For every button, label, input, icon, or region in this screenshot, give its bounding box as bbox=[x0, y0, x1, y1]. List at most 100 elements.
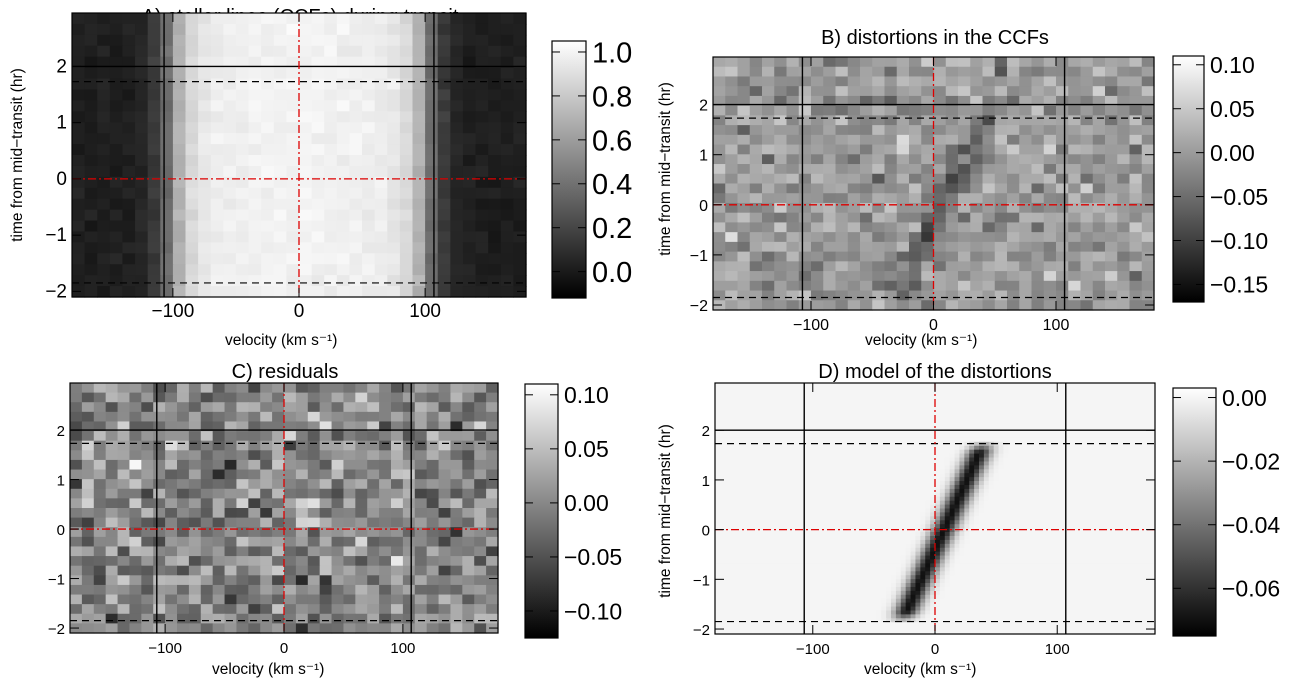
heatmap-cell bbox=[486, 431, 499, 442]
heatmap-cell bbox=[1117, 183, 1131, 194]
heatmap-cell bbox=[1056, 125, 1069, 136]
heatmap-cell bbox=[260, 546, 273, 557]
heatmap-cell bbox=[331, 594, 345, 605]
heatmap-cell bbox=[715, 414, 721, 419]
heatmap-cell bbox=[1081, 422, 1088, 427]
heatmap-cell bbox=[319, 498, 333, 509]
heatmap-cell bbox=[774, 154, 788, 165]
heatmap-cell bbox=[1141, 251, 1155, 262]
heatmap-cell bbox=[1071, 437, 1078, 443]
heatmap-cell bbox=[1037, 406, 1044, 412]
heatmap-cell bbox=[1091, 383, 1097, 388]
heatmap-cell bbox=[1096, 410, 1102, 415]
heatmap-cell bbox=[993, 457, 1000, 463]
heatmap-cell bbox=[866, 422, 873, 427]
heatmap-cell bbox=[954, 406, 961, 412]
heatmap-cell bbox=[355, 383, 368, 394]
heatmap-cell bbox=[284, 469, 297, 480]
heatmap-cell bbox=[1003, 390, 1009, 396]
heatmap-cell bbox=[988, 410, 995, 415]
heatmap-cell bbox=[798, 461, 804, 466]
heatmap-cell bbox=[147, 89, 161, 101]
heatmap-cell bbox=[988, 461, 995, 466]
heatmap-cell bbox=[500, 67, 514, 80]
heatmap-cell bbox=[935, 433, 941, 439]
heatmap-cell bbox=[759, 383, 765, 388]
heatmap-cell bbox=[412, 78, 426, 91]
heatmap-cell bbox=[109, 165, 124, 178]
heatmap-cell bbox=[872, 76, 886, 87]
heatmap-cell bbox=[374, 45, 388, 58]
heatmap-cell bbox=[939, 410, 946, 415]
heatmap-cell bbox=[921, 164, 935, 175]
heatmap-cell bbox=[343, 604, 356, 615]
heatmap-cell bbox=[964, 418, 970, 423]
heatmap-cell bbox=[474, 546, 487, 557]
heatmap-cell bbox=[1096, 406, 1102, 412]
heatmap-cell bbox=[105, 469, 119, 480]
heatmap-cell bbox=[739, 418, 745, 423]
heatmap-cell bbox=[1003, 461, 1009, 466]
heatmap-cell bbox=[1080, 202, 1094, 214]
heatmap-cell bbox=[1076, 453, 1083, 459]
x-tick-label: −100 bbox=[793, 317, 829, 334]
heatmap-cell bbox=[884, 193, 898, 204]
heatmap-cell bbox=[462, 100, 477, 112]
heatmap-cell bbox=[811, 115, 824, 126]
heatmap-cell bbox=[835, 164, 849, 175]
heatmap-cell bbox=[160, 13, 174, 25]
heatmap-cell bbox=[993, 398, 1000, 404]
heatmap-cell bbox=[198, 155, 212, 167]
heatmap-cell bbox=[198, 34, 212, 47]
heatmap-cell bbox=[324, 242, 338, 254]
heatmap-cell bbox=[754, 437, 760, 443]
heatmap-cell bbox=[462, 78, 477, 91]
heatmap-cell bbox=[212, 440, 226, 451]
heatmap-cell bbox=[788, 453, 794, 459]
heatmap-cell bbox=[933, 280, 947, 292]
heatmap-cell bbox=[847, 449, 853, 455]
heatmap-cell bbox=[1027, 406, 1034, 412]
heatmap-cell bbox=[983, 418, 990, 423]
heatmap-cell bbox=[1008, 461, 1014, 466]
heatmap-cell bbox=[969, 418, 975, 423]
heatmap-cell bbox=[866, 386, 873, 392]
heatmap-cell bbox=[925, 386, 931, 392]
heatmap-cell bbox=[895, 426, 902, 431]
heatmap-cell bbox=[402, 383, 416, 394]
heatmap-cell bbox=[1023, 406, 1029, 412]
heatmap-cell bbox=[299, 253, 313, 265]
heatmap-cell bbox=[462, 431, 475, 442]
heatmap-cell bbox=[200, 623, 214, 634]
heatmap-cell bbox=[1076, 398, 1083, 404]
heatmap-cell bbox=[993, 394, 1000, 400]
heatmap-cell bbox=[891, 426, 897, 431]
heatmap-cell bbox=[414, 623, 428, 634]
heatmap-cell bbox=[998, 394, 1005, 400]
heatmap-cell bbox=[160, 23, 174, 36]
heatmap-cell bbox=[837, 394, 843, 400]
heatmap-cell bbox=[822, 461, 829, 466]
heatmap-cell bbox=[1023, 410, 1029, 415]
heatmap-cell bbox=[236, 517, 249, 528]
heatmap-cell bbox=[122, 100, 136, 112]
heatmap-cell bbox=[1086, 433, 1093, 439]
heatmap-cell bbox=[488, 176, 502, 189]
heatmap-cell bbox=[295, 546, 309, 557]
heatmap-cell bbox=[97, 176, 111, 189]
heatmap-cell bbox=[488, 122, 502, 134]
heatmap-cell bbox=[475, 56, 489, 69]
heatmap-cell bbox=[905, 402, 912, 408]
heatmap-cell bbox=[832, 426, 838, 431]
heatmap-cell bbox=[299, 45, 313, 58]
heatmap-cell bbox=[286, 198, 300, 211]
heatmap-cell bbox=[1071, 457, 1078, 463]
heatmap-cell bbox=[1096, 398, 1102, 404]
heatmap-cell bbox=[920, 398, 926, 404]
colorbar-tick-label: 0.05 bbox=[564, 436, 609, 462]
heatmap-cell bbox=[1062, 426, 1068, 431]
heatmap-cell bbox=[1117, 57, 1131, 68]
heatmap-cell bbox=[1032, 465, 1039, 470]
heatmap-cell bbox=[248, 231, 262, 243]
heatmap-cell bbox=[860, 86, 873, 97]
